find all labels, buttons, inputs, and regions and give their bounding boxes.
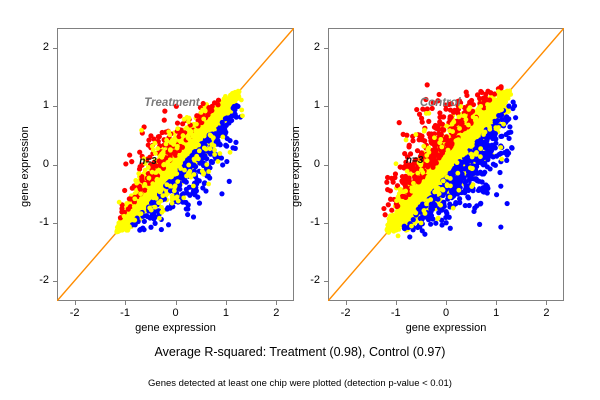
points-yellow-scatter <box>386 89 514 239</box>
y-axis-tick-label: -2 <box>39 273 49 286</box>
y-axis-tick-label: 2 <box>313 41 320 54</box>
y-axis-tick-label: 0 <box>42 157 49 170</box>
x-axis-tick-label: 1 <box>222 307 229 319</box>
x-axis-tick <box>125 301 127 305</box>
panel-title-control: Control <box>419 97 461 110</box>
x-axis-tick-label: 1 <box>493 307 500 319</box>
x-axis-tick <box>395 301 397 305</box>
x-axis-tick-label: -1 <box>390 307 401 319</box>
y-axis-tick <box>53 164 57 166</box>
caption-detection-note: Genes detected at least one chip were pl… <box>148 378 452 389</box>
x-axis-tick-label: -1 <box>120 307 130 319</box>
y-axis-tick <box>324 106 328 108</box>
y-axis-title: gene expression <box>290 125 302 207</box>
y-axis-tick-label: 2 <box>42 41 49 54</box>
x-axis-tick-label: 2 <box>543 307 550 319</box>
scatter-points-treatment <box>57 28 294 301</box>
replicate-count-label-control: n=3 <box>405 154 424 166</box>
panel-title-treatment: Treatment <box>144 97 200 110</box>
scatter-panel-control: Control n=3 <box>328 28 564 301</box>
y-axis-tick <box>53 106 57 108</box>
x-axis-tick-label: 0 <box>172 307 179 319</box>
y-axis-title: gene expression <box>19 125 31 207</box>
y-axis-tick-label: -2 <box>310 273 320 286</box>
scatter-panel-treatment: Treatment n=3 <box>57 28 294 301</box>
y-axis-tick-label: 1 <box>313 99 320 112</box>
x-axis-tick <box>276 301 278 305</box>
y-axis-tick-label: -1 <box>310 215 320 228</box>
y-axis-tick-label: 1 <box>42 99 49 112</box>
points-yellow-scatter <box>115 94 245 235</box>
caption-average-r-squared: Average R-squared: Treatment (0.98), Con… <box>154 345 446 359</box>
x-axis-tick <box>225 301 227 305</box>
y-axis-tick <box>324 164 328 166</box>
x-axis-title: gene expression <box>405 322 487 334</box>
x-axis-tick-label: 2 <box>273 307 280 319</box>
y-axis-tick <box>324 222 328 224</box>
x-axis-tick-label: -2 <box>340 307 351 319</box>
y-axis-tick <box>53 222 57 224</box>
x-axis-tick <box>175 301 177 305</box>
y-axis-tick <box>324 280 328 282</box>
x-axis-tick-label: 0 <box>442 307 450 319</box>
scatter-points-control <box>328 28 564 301</box>
y-axis-tick <box>53 280 57 282</box>
y-axis-tick-label: -1 <box>39 215 49 228</box>
y-axis-tick <box>53 48 57 50</box>
x-axis-tick <box>546 301 548 305</box>
x-axis-tick <box>496 301 498 305</box>
y-axis-tick <box>324 48 328 50</box>
x-axis-tick-label: -2 <box>69 307 80 319</box>
x-axis-title: gene expression <box>135 322 216 334</box>
x-axis-tick <box>345 301 347 305</box>
replicate-count-label-treatment: n=3 <box>139 155 157 167</box>
x-axis-tick <box>74 301 76 305</box>
y-axis-tick-label: 0 <box>313 157 320 170</box>
x-axis-tick <box>446 301 447 305</box>
